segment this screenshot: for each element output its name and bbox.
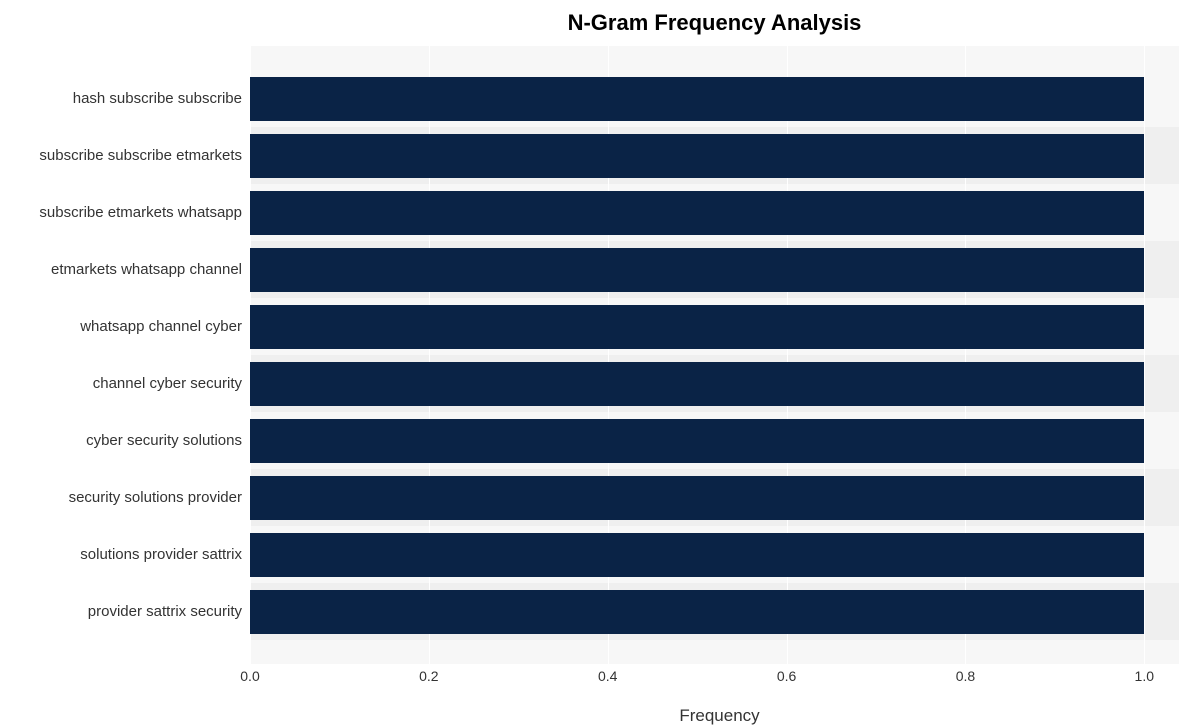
x-tick-label: 1.0	[1135, 668, 1154, 684]
bar-row	[250, 355, 1179, 412]
bar	[250, 134, 1144, 178]
bar-row	[250, 241, 1179, 298]
bar-row	[250, 526, 1179, 583]
y-tick-label: security solutions provider	[10, 469, 250, 526]
bar-row	[250, 412, 1179, 469]
chart-body: hash subscribe subscribe subscribe subsc…	[10, 46, 1179, 664]
bar-row	[250, 469, 1179, 526]
bar	[250, 305, 1144, 349]
bar	[250, 248, 1144, 292]
y-tick-label: cyber security solutions	[10, 412, 250, 469]
x-tick-label: 0.4	[598, 668, 617, 684]
plot-area	[250, 46, 1179, 664]
bar	[250, 476, 1144, 520]
bar-row	[250, 583, 1179, 640]
y-tick-label: provider sattrix security	[10, 583, 250, 640]
ngram-frequency-chart: N-Gram Frequency Analysis hash subscribe…	[10, 10, 1179, 714]
bar	[250, 77, 1144, 121]
y-tick-label: etmarkets whatsapp channel	[10, 241, 250, 298]
bar	[250, 419, 1144, 463]
bar	[250, 362, 1144, 406]
x-tick-label: 0.0	[240, 668, 259, 684]
x-tick-label: 0.2	[419, 668, 438, 684]
x-ticks: 0.00.20.40.60.81.0	[250, 664, 1179, 684]
y-tick-label: hash subscribe subscribe	[10, 70, 250, 127]
bar-row	[250, 184, 1179, 241]
y-tick-label: whatsapp channel cyber	[10, 298, 250, 355]
x-tick-label: 0.6	[777, 668, 796, 684]
y-tick-label: channel cyber security	[10, 355, 250, 412]
x-axis: 0.00.20.40.60.81.0 Frequency	[250, 664, 1179, 714]
y-tick-label: solutions provider sattrix	[10, 526, 250, 583]
bar-row	[250, 298, 1179, 355]
y-tick-label: subscribe etmarkets whatsapp	[10, 184, 250, 241]
bar	[250, 191, 1144, 235]
y-tick-label: subscribe subscribe etmarkets	[10, 127, 250, 184]
bar-row	[250, 127, 1179, 184]
chart-title: N-Gram Frequency Analysis	[10, 10, 1179, 36]
x-axis-label: Frequency	[250, 706, 1179, 726]
bar	[250, 590, 1144, 634]
bar-row	[250, 70, 1179, 127]
x-tick-label: 0.8	[956, 668, 975, 684]
y-axis: hash subscribe subscribe subscribe subsc…	[10, 46, 250, 664]
bar	[250, 533, 1144, 577]
